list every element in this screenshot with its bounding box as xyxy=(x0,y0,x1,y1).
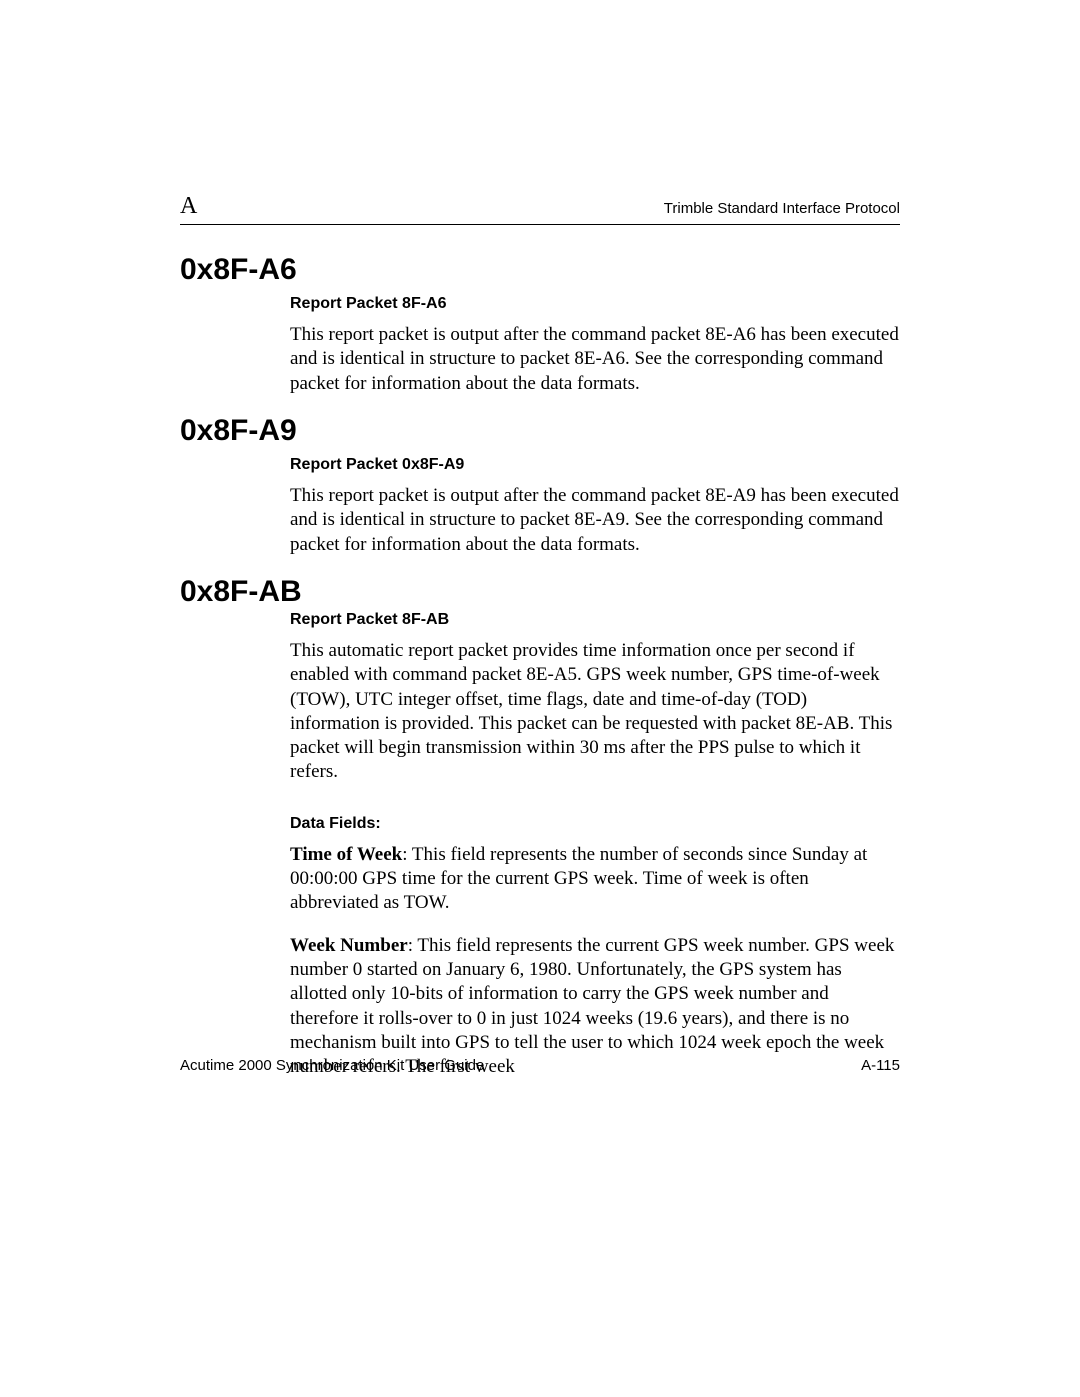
header-document-title: Trimble Standard Interface Protocol xyxy=(664,200,900,217)
data-field-time-of-week: Time of Week: This field represents the … xyxy=(290,843,900,916)
body-8f-a9: This report packet is output after the c… xyxy=(290,484,900,557)
header-appendix-letter: A xyxy=(180,193,197,220)
section-heading-8f-a6: 0x8F-A6 xyxy=(180,253,900,287)
body-8f-ab: This automatic report packet provides ti… xyxy=(290,639,900,785)
body-8f-a6: This report packet is output after the c… xyxy=(290,323,900,396)
footer-guide-title: Acutime 2000 Synchronization Kit User Gu… xyxy=(180,1057,484,1074)
page-header: A Trimble Standard Interface Protocol xyxy=(180,193,900,225)
data-fields-heading: Data Fields: xyxy=(290,815,900,833)
subheading-8f-ab: Report Packet 8F-AB xyxy=(290,611,900,629)
subheading-8f-a6: Report Packet 8F-A6 xyxy=(290,295,900,313)
footer-page-number: A-115 xyxy=(861,1057,900,1074)
section-heading-8f-ab: 0x8F-AB xyxy=(180,575,900,609)
subheading-8f-a9: Report Packet 0x8F-A9 xyxy=(290,456,900,474)
wn-label: Week Number xyxy=(290,935,408,956)
page-content: A Trimble Standard Interface Protocol 0x… xyxy=(180,193,900,1098)
section-heading-8f-a9: 0x8F-A9 xyxy=(180,414,900,448)
tow-label: Time of Week xyxy=(290,844,402,865)
wn-body: : This field represents the current GPS … xyxy=(290,935,894,1078)
page-footer: Acutime 2000 Synchronization Kit User Gu… xyxy=(180,1057,900,1074)
